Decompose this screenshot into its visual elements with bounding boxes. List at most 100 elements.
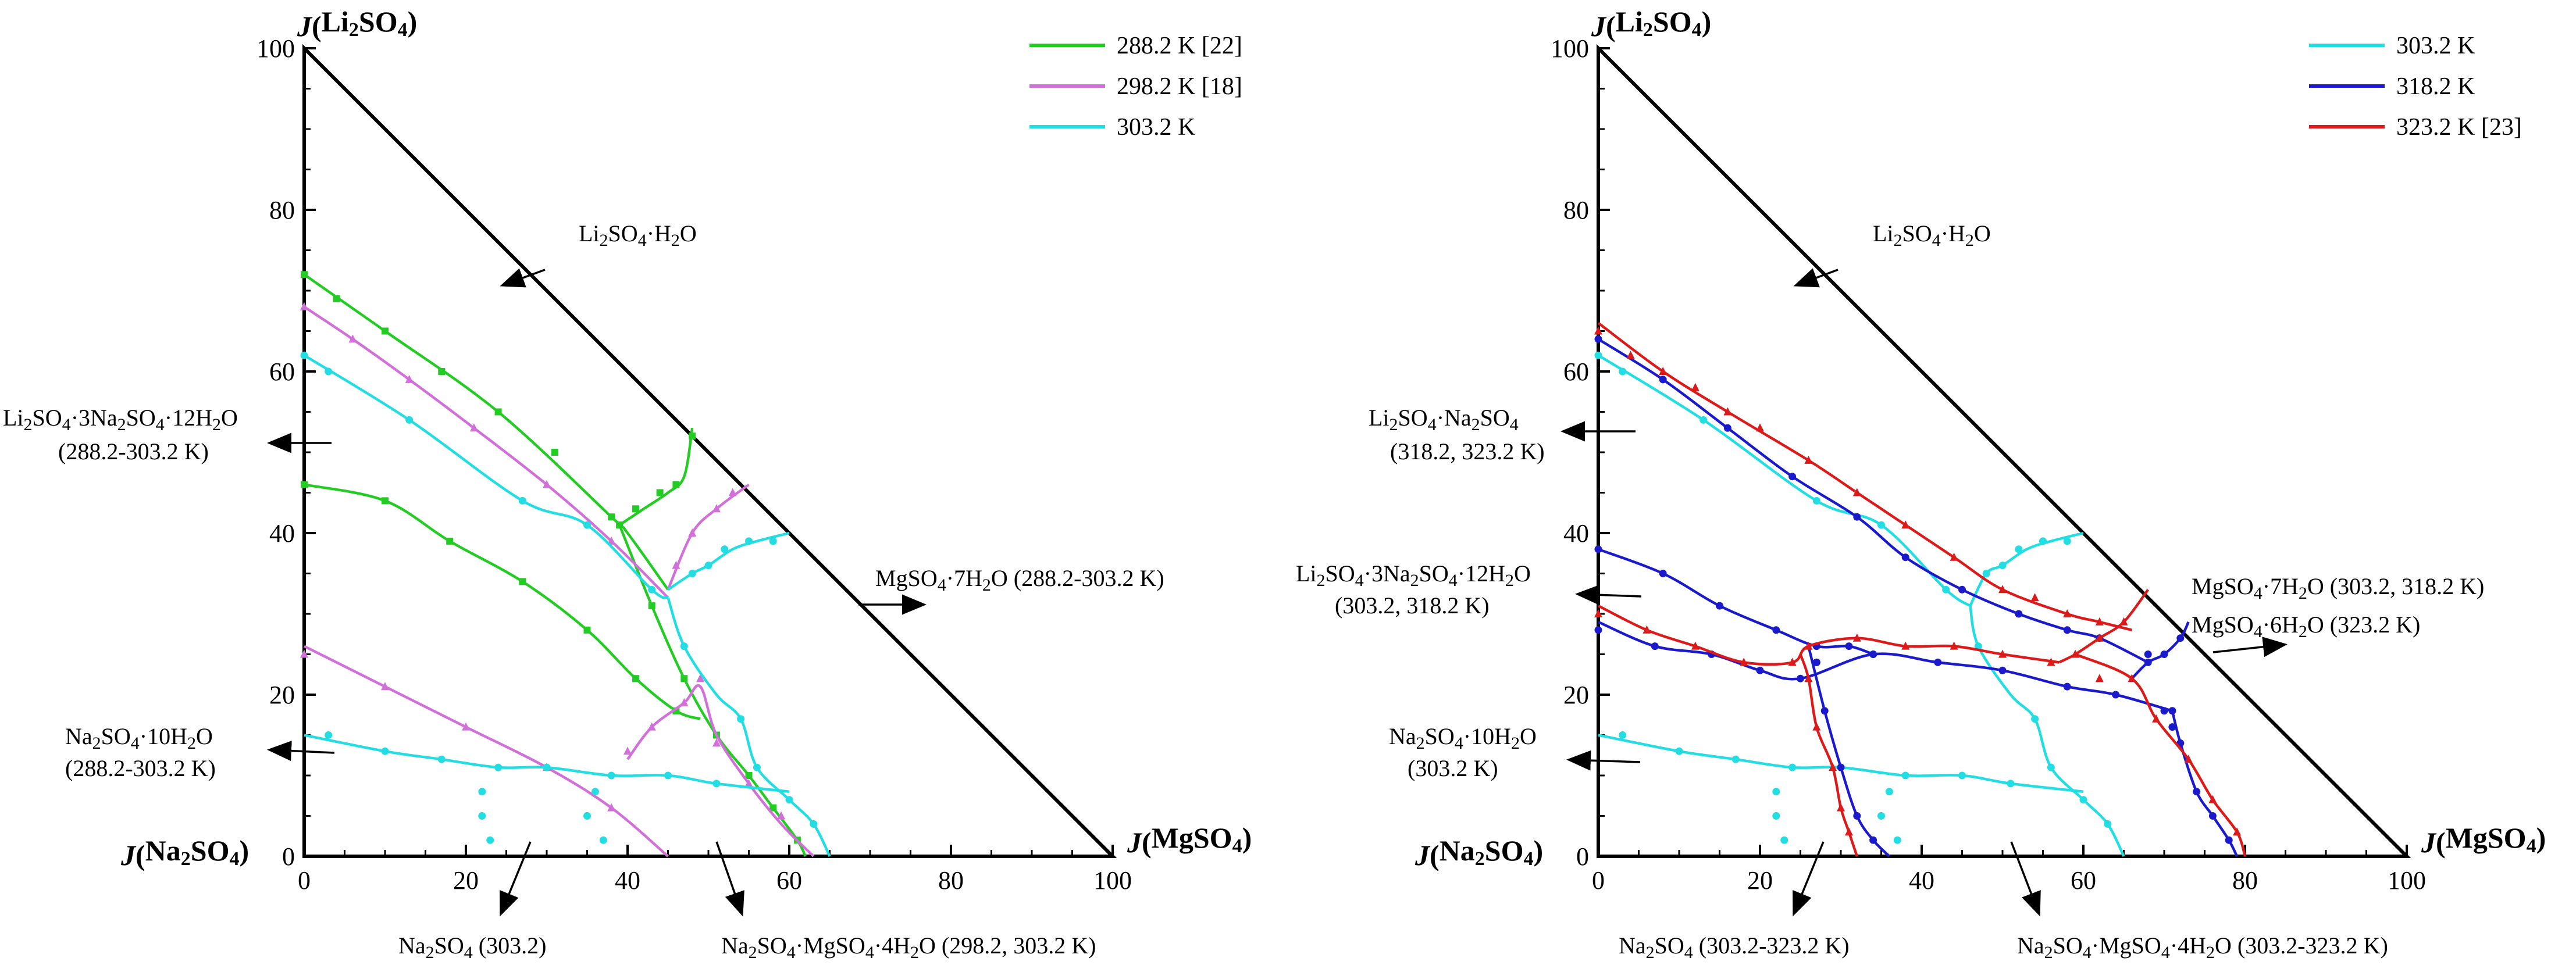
- data-point: [623, 746, 632, 755]
- data-point: [1852, 488, 1861, 496]
- y-axis-title: J(Li2SO4): [1591, 5, 1711, 42]
- x-tick-label: 20: [1747, 866, 1773, 895]
- data-point: [1594, 545, 1602, 553]
- data-point: [1594, 335, 1602, 343]
- data-point: [1901, 520, 1910, 529]
- data-point: [721, 545, 729, 553]
- data-point: [1619, 367, 1627, 376]
- data-point: [478, 788, 486, 796]
- data-point: [446, 537, 454, 545]
- data-point: [2112, 691, 2120, 699]
- phase-label: Li2SO4·H2O: [1873, 220, 1991, 250]
- data-point: [688, 570, 696, 577]
- phase-arrow: [1566, 750, 1641, 771]
- data-point: [1829, 763, 1837, 771]
- data-point: [2063, 626, 2071, 634]
- phase-label-temperature: (288.2-303.2 K): [58, 438, 209, 464]
- data-point: [438, 368, 446, 375]
- phase-label: Na2SO4·10H2O: [1389, 723, 1537, 753]
- y-tick-label: 80: [269, 196, 295, 224]
- data-point: [1885, 788, 1893, 796]
- data-point: [2079, 796, 2087, 804]
- series-curve-1: [304, 483, 701, 720]
- phase-arrow: [2212, 637, 2288, 657]
- x-axis-title: J(Na2SO4): [1415, 834, 1543, 871]
- data-point: [325, 367, 333, 376]
- data-point: [704, 562, 712, 570]
- data-point: [1853, 513, 1861, 521]
- series-curve-8: [303, 354, 669, 599]
- data-point: [712, 738, 721, 747]
- y-tick-label: 40: [269, 519, 295, 548]
- data-point: [2168, 723, 2176, 731]
- data-point: [680, 675, 688, 682]
- series-curve-0: [303, 273, 669, 591]
- phase-label: Li2SO4·Na2SO4: [1369, 405, 1519, 434]
- phase-label: Na2SO4·MgSO4·4H2O (303.2-323.2 K): [2017, 932, 2388, 962]
- data-point: [494, 408, 502, 416]
- y-tick-label: 100: [1551, 34, 1589, 63]
- data-point: [1812, 722, 1821, 731]
- data-point: [1934, 658, 1942, 666]
- data-point: [745, 537, 753, 545]
- series-curve-14: [2075, 653, 2247, 857]
- data-point: [672, 560, 680, 569]
- series-curve-10: [1597, 321, 2132, 631]
- data-point: [2063, 682, 2071, 691]
- data-point: [1731, 755, 1740, 763]
- x-tick-label: 40: [1909, 866, 1934, 895]
- data-point: [405, 374, 414, 383]
- series-curve-7: [626, 684, 815, 857]
- data-point: [1812, 496, 1820, 505]
- data-point: [494, 763, 503, 771]
- data-point: [2160, 707, 2168, 715]
- data-point: [1756, 423, 1764, 432]
- phase-label-temperature: (303.2, 318.2 K): [1335, 592, 1490, 619]
- data-point: [382, 327, 389, 335]
- data-point: [2119, 617, 2128, 626]
- data-point: [583, 521, 591, 529]
- data-point: [1998, 649, 2007, 658]
- data-point: [1723, 407, 1732, 416]
- data-point: [325, 731, 333, 739]
- y-tick-label: 80: [1563, 196, 1589, 224]
- series-curve-11: [667, 597, 831, 857]
- phase-arrow: [1575, 584, 1642, 605]
- data-point: [1869, 836, 1877, 844]
- data-point: [2104, 820, 2112, 828]
- x-axis-title: J(Na2SO4): [120, 834, 249, 871]
- x-tick-label: 100: [2388, 866, 2426, 895]
- data-point: [300, 649, 308, 658]
- phase-label: Li2SO4·H2O: [579, 220, 697, 250]
- phase-label: Na2SO4 (303.2): [398, 932, 546, 962]
- y-tick-label: 20: [269, 681, 295, 709]
- y-tick-label: 60: [1563, 358, 1589, 386]
- data-point: [728, 488, 737, 496]
- phase-label-temperature: (288.2-303.2 K): [65, 755, 216, 781]
- data-point: [810, 820, 818, 828]
- x-tick-label: 80: [938, 866, 964, 895]
- data-point: [785, 796, 793, 804]
- phase-label-temperature: (303.2 K): [1408, 755, 1498, 781]
- x-tick-label: 0: [298, 866, 311, 895]
- data-point: [1797, 674, 1804, 682]
- data-point: [769, 537, 777, 545]
- data-point: [745, 772, 753, 779]
- data-point: [1901, 553, 1909, 562]
- data-point: [551, 449, 558, 456]
- data-point: [648, 585, 656, 594]
- data-point: [1820, 707, 1829, 715]
- data-point: [777, 811, 786, 820]
- phase-arrow: [1793, 268, 1839, 288]
- data-point: [632, 505, 639, 513]
- data-point: [2030, 593, 2039, 602]
- data-point: [469, 423, 478, 432]
- data-point: [2015, 545, 2023, 553]
- data-point: [333, 295, 340, 302]
- series-curve-2: [618, 427, 694, 526]
- data-point: [2160, 651, 2168, 658]
- data-point: [1788, 763, 1797, 771]
- data-point: [1594, 326, 1602, 335]
- series-curve-13: [2058, 588, 2150, 664]
